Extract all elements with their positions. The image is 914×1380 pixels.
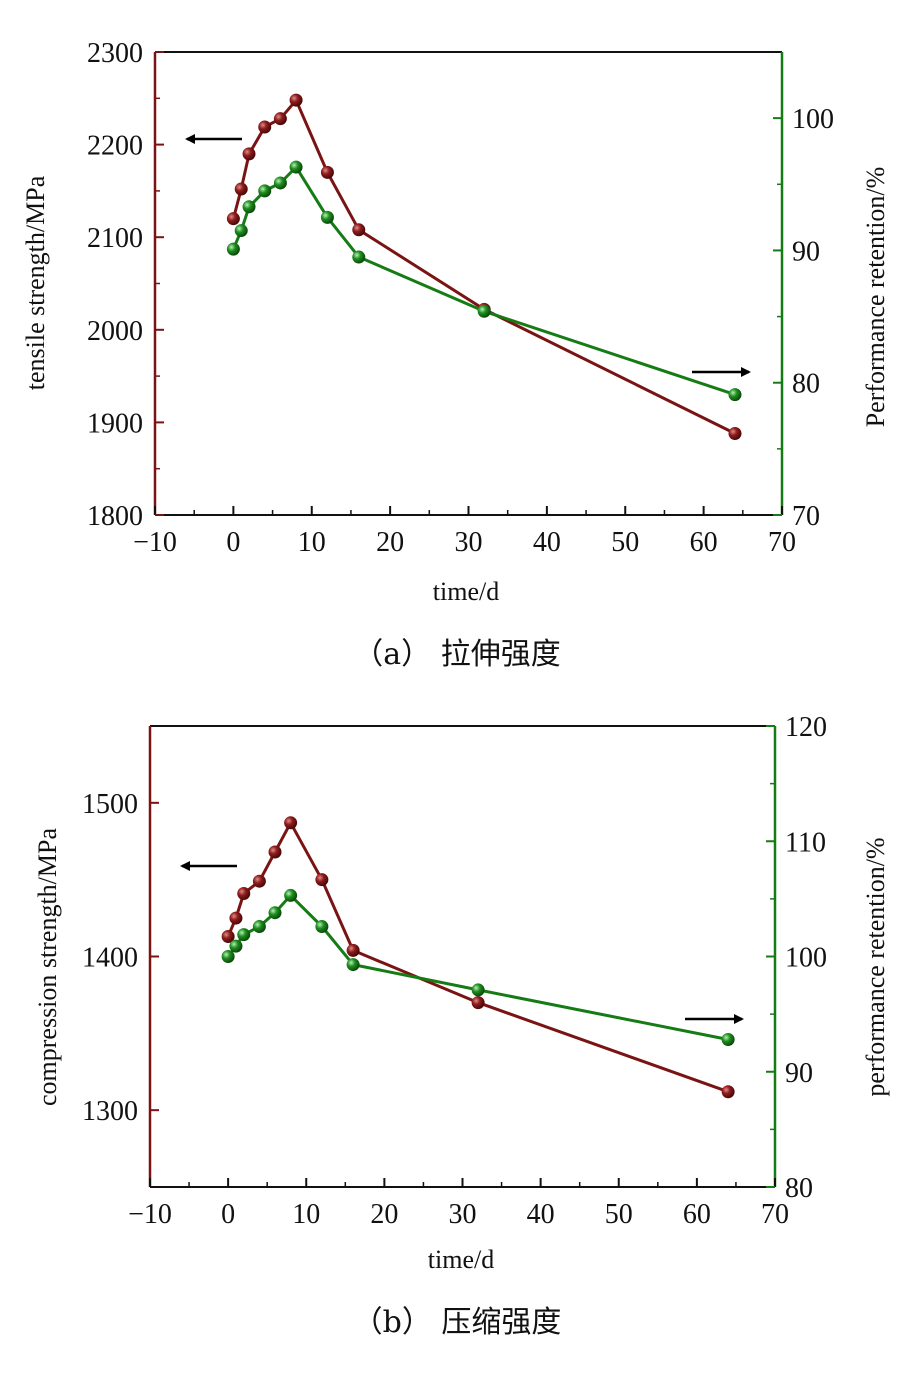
panel-a-strength-point xyxy=(234,182,248,196)
panel-a-y2-tick-label: 90 xyxy=(792,236,820,267)
panel-b-retention-point xyxy=(346,958,360,972)
panel-a-y-tick-label: 2000 xyxy=(87,316,143,347)
panel-b-retention-point xyxy=(471,983,485,997)
panel-b-strength-point xyxy=(346,943,360,957)
panel-b-retention-point xyxy=(237,928,251,942)
panel-b-x-tick-label: 20 xyxy=(370,1199,398,1230)
panel-b-strength-point xyxy=(229,911,243,925)
panel-b-x-tick-label: 10 xyxy=(292,1199,320,1230)
panel-a-x-tick-label: 60 xyxy=(690,527,718,558)
panel-a-strength-point xyxy=(258,120,272,134)
panel-b-y2label: performance retention/% xyxy=(861,837,890,1096)
panel-a-retention-line xyxy=(232,165,736,397)
panel-a-x-tick-label: 20 xyxy=(376,527,404,558)
panel-b-y2-tick-label: 80 xyxy=(785,1173,813,1204)
chart-panel-a: tensile strength/MPa Performance retenti… xyxy=(21,38,890,672)
panel-b-strength-point xyxy=(721,1085,735,1099)
panel-a-x-tick-label: 30 xyxy=(455,527,483,558)
chart-panel-b: compression strength/MPa performance ret… xyxy=(33,712,890,1340)
panel-a-retention-point xyxy=(226,242,240,256)
panel-b-x-tick-label: −10 xyxy=(128,1199,172,1230)
panel-a-y2-tick-label: 80 xyxy=(792,369,820,400)
panel-a-retention-point xyxy=(234,224,248,238)
panel-b-x-tick-label: 0 xyxy=(221,1199,235,1230)
panel-b-strength-point xyxy=(252,874,266,888)
panel-b-retention-point xyxy=(721,1032,735,1046)
panel-b-x-tick-label: 50 xyxy=(605,1199,633,1230)
panel-b-strength-point xyxy=(268,845,282,859)
panel-a-strength-point xyxy=(728,427,742,441)
panel-b-retention-point xyxy=(284,888,298,902)
panel-a-x-tick-label: 40 xyxy=(533,527,561,558)
panel-a-ylabel: tensile strength/MPa xyxy=(21,175,50,390)
panel-b-strength-line xyxy=(226,821,729,1094)
panel-b-x-tick-label: 60 xyxy=(683,1199,711,1230)
panel-b-y2-tick-label: 110 xyxy=(785,827,826,858)
panel-a-retention-point xyxy=(273,176,287,190)
panel-b-retention-line xyxy=(226,893,729,1041)
panel-a-y2label: Performance retention/% xyxy=(861,167,890,428)
panel-a-strength-point xyxy=(226,212,240,226)
panel-a-strength-point xyxy=(320,165,334,179)
panel-b-y2-tick-label: 120 xyxy=(785,712,827,743)
panel-a-strength-point xyxy=(273,112,287,126)
panel-a-retention-point xyxy=(320,210,334,224)
panel-a-x-tick-label: −10 xyxy=(133,527,177,558)
panel-a-y-tick-label: 2300 xyxy=(87,38,143,69)
panel-a-x-tick-label: 10 xyxy=(298,527,326,558)
panel-b-strength-point xyxy=(471,996,485,1010)
panel-a-y-tick-label: 1900 xyxy=(87,408,143,439)
panel-b-y-tick-label: 1300 xyxy=(82,1096,138,1127)
panel-a-retention-point xyxy=(352,250,366,264)
panel-b-retention-point xyxy=(252,920,266,934)
panel-b-strength-point xyxy=(284,816,298,830)
panel-b-retention-point xyxy=(229,939,243,953)
panel-a-y2-tick-label: 100 xyxy=(792,104,834,135)
panel-b-strength-point xyxy=(315,873,329,887)
panel-b-retention-point xyxy=(268,906,282,920)
panel-b-x-tick-label: 40 xyxy=(527,1199,555,1230)
panel-a-retention-point xyxy=(258,184,272,198)
panel-a-x-tick-label: 70 xyxy=(768,527,796,558)
panel-b-xlabel: time/d xyxy=(428,1245,494,1274)
panel-b-y2-tick-label: 90 xyxy=(785,1058,813,1089)
panel-b-strength-point xyxy=(237,886,251,900)
panel-a-retention-point xyxy=(728,388,742,402)
panel-a-retention-point xyxy=(289,160,303,174)
panel-a-strength-point xyxy=(289,93,303,107)
panel-a-retention-point xyxy=(477,304,491,318)
panel-b-x-tick-label: 30 xyxy=(449,1199,477,1230)
panel-a-y-tick-label: 1800 xyxy=(87,501,143,532)
panel-a-xlabel: time/d xyxy=(433,577,499,606)
panel-a-retention-point xyxy=(242,200,256,214)
panel-b-y-tick-label: 1400 xyxy=(82,943,138,974)
panel-a-y-tick-label: 2200 xyxy=(87,131,143,162)
panel-a-strength-point xyxy=(352,223,366,237)
panel-a-y-tick-label: 2100 xyxy=(87,223,143,254)
panel-b-strength-point xyxy=(221,930,235,944)
panel-a-y2-tick-label: 70 xyxy=(792,501,820,532)
panel-b-caption: （b） 压缩强度 xyxy=(353,1305,562,1340)
panel-b-x-tick-label: 70 xyxy=(761,1199,789,1230)
panel-b-ylabel: compression strength/MPa xyxy=(33,828,62,1106)
panel-a-x-tick-label: 50 xyxy=(611,527,639,558)
panel-a-x-tick-label: 0 xyxy=(226,527,240,558)
panel-b-y2-tick-label: 100 xyxy=(785,943,827,974)
panel-b-retention-point xyxy=(315,920,329,934)
panel-b-y-tick-label: 1500 xyxy=(82,789,138,820)
panel-a-strength-point xyxy=(242,147,256,161)
panel-a-caption: （a） 拉伸强度 xyxy=(353,637,560,672)
panel-b-retention-point xyxy=(221,950,235,963)
panel-a-strength-line xyxy=(231,98,736,435)
